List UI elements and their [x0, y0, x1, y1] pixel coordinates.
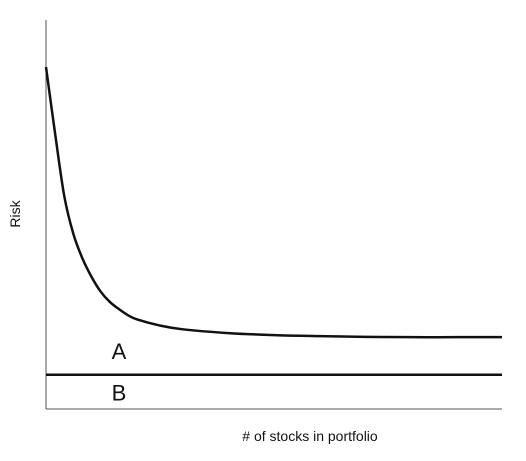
x-axis-label: # of stocks in portfolio: [242, 428, 378, 444]
y-axis-label: Risk: [7, 199, 23, 227]
series-layer: [44, 66, 503, 377]
annotation-label-a: A: [112, 339, 127, 364]
annotation-label-b: B: [112, 380, 127, 405]
total-risk-curve: [44, 66, 503, 339]
annotation-layer: AB: [112, 339, 127, 405]
